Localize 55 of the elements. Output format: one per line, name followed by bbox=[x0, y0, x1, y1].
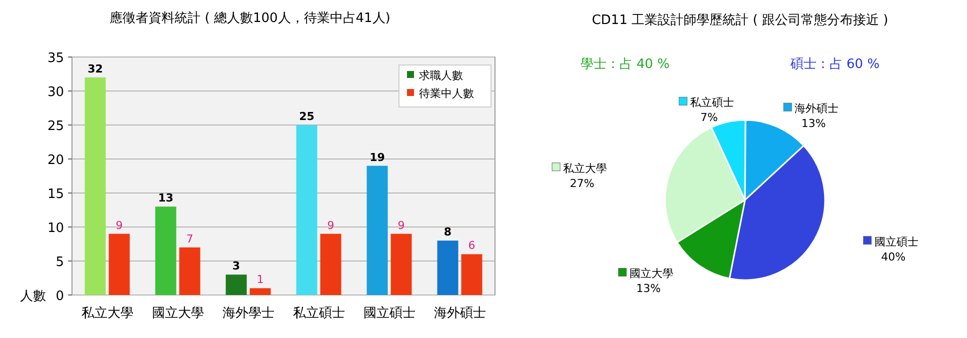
bar bbox=[155, 206, 176, 295]
x-tick-label: 海外碩士 bbox=[434, 306, 486, 321]
bar bbox=[320, 234, 342, 295]
legend-label: 國立大學 bbox=[629, 267, 674, 280]
data-label: 3 bbox=[232, 260, 240, 273]
y-tick-label: 15 bbox=[47, 187, 64, 202]
data-label: 13% bbox=[801, 117, 826, 130]
y-tick-label: 25 bbox=[47, 119, 64, 134]
y-tick-label: 0 bbox=[56, 289, 64, 304]
bar bbox=[296, 125, 318, 295]
legend-label: 私立碩士 bbox=[690, 96, 734, 110]
bar bbox=[366, 166, 388, 295]
x-tick-label: 海外學士 bbox=[222, 306, 274, 321]
legend-label: 待業中人數 bbox=[419, 87, 474, 100]
bar bbox=[108, 234, 130, 295]
data-label: 8 bbox=[444, 226, 452, 239]
bar bbox=[84, 77, 106, 295]
bar bbox=[437, 240, 458, 295]
data-label: 9 bbox=[327, 218, 334, 232]
y-axis-title: 人數 bbox=[20, 289, 46, 304]
data-label: 1 bbox=[256, 273, 264, 286]
chart-title: 應徵者資料統計 ( 總人數100人，待業中占41人) bbox=[110, 11, 390, 26]
y-tick-label: 35 bbox=[47, 51, 64, 66]
legend-label: 求職人數 bbox=[419, 69, 463, 82]
text: 學士：占 40 % bbox=[580, 57, 670, 72]
data-label: 40% bbox=[881, 250, 906, 264]
x-tick-label: 私立大學 bbox=[81, 305, 134, 321]
data-label: 19 bbox=[370, 150, 385, 164]
text: 碩士：占 60 % bbox=[789, 57, 880, 72]
data-label: 9 bbox=[398, 218, 405, 232]
x-tick-label: 私立碩士 bbox=[292, 305, 345, 321]
data-label: 13 bbox=[158, 192, 174, 205]
y-tick-label: 5 bbox=[56, 255, 64, 270]
y-tick-label: 20 bbox=[47, 153, 64, 168]
data-label: 6 bbox=[468, 239, 476, 252]
data-label: 25 bbox=[299, 110, 314, 123]
y-tick-label: 30 bbox=[47, 85, 64, 100]
legend-label: 海外碩士 bbox=[794, 102, 839, 116]
legend-label: 國立碩士 bbox=[874, 235, 918, 248]
data-label: 7% bbox=[700, 111, 718, 124]
chart-title: CD11 工業設計師學歷統計 ( 跟公司常態分布接近 ) bbox=[592, 13, 888, 28]
legend-label: 私立大學 bbox=[563, 162, 608, 175]
bar bbox=[226, 274, 247, 295]
bar bbox=[179, 247, 200, 295]
data-label: 13% bbox=[636, 282, 661, 296]
bar bbox=[390, 234, 412, 295]
x-tick-label: 國立大學 bbox=[152, 305, 204, 321]
y-tick-label: 10 bbox=[47, 221, 64, 236]
bar bbox=[250, 288, 271, 295]
data-label: 7 bbox=[186, 232, 194, 246]
data-label: 27% bbox=[570, 176, 594, 190]
bar bbox=[461, 254, 482, 295]
data-label: 32 bbox=[88, 62, 103, 76]
data-label: 9 bbox=[116, 218, 123, 232]
x-tick-label: 國立碩士 bbox=[363, 305, 416, 321]
